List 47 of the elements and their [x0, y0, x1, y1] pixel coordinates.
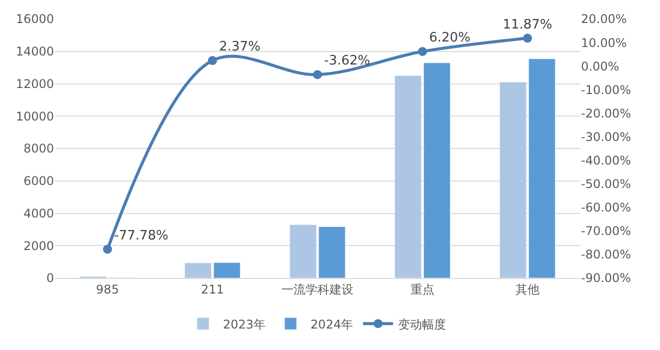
y2-tick-label: -80.00% — [581, 248, 632, 262]
bar — [213, 262, 240, 278]
data-label: -3.62% — [324, 54, 370, 69]
bar — [500, 82, 527, 278]
bar — [528, 58, 556, 278]
point — [523, 34, 532, 43]
x-tick-label: 211 — [201, 282, 224, 296]
y-tick-label: 8000 — [23, 142, 54, 156]
y-tick-label: 14000 — [16, 44, 54, 59]
data-label: 11.87% — [502, 17, 552, 32]
legend-label: 2023年 — [223, 317, 266, 332]
y2-tick-label: 20.00% — [581, 12, 627, 26]
y2-tick-label: -30.00% — [581, 130, 632, 144]
y2-tick-label: -20.00% — [581, 106, 632, 120]
y-tick-label: 6000 — [23, 174, 54, 188]
data-label: 2.37% — [219, 40, 260, 55]
point — [208, 56, 217, 66]
point — [313, 70, 322, 80]
y2-tick-label: -10.00% — [581, 82, 632, 97]
bar — [394, 75, 422, 278]
legend-label: 变动幅度 — [398, 317, 446, 332]
point — [103, 244, 112, 254]
bar — [318, 226, 346, 278]
data-label: 6.20% — [429, 30, 470, 46]
data-label: -77.78% — [114, 228, 168, 244]
legend-label: 2024年 — [310, 317, 354, 332]
bar — [290, 224, 317, 278]
y-tick-label: 12000 — [16, 76, 54, 91]
point — [418, 46, 427, 56]
bar — [423, 62, 450, 278]
y2-tick-label: -70.00% — [581, 224, 632, 238]
y-tick-label: 16000 — [16, 12, 54, 26]
y2-tick-label: 10.00% — [581, 36, 627, 50]
x-tick-label: 985 — [96, 282, 119, 296]
y-tick-label: 0 — [46, 271, 54, 286]
x-tick-label: 其他 — [516, 282, 540, 296]
y2-tick-label: 0.00% — [581, 59, 620, 74]
x-tick-label: 重点 — [410, 282, 434, 296]
x-tick-label: 一流学科建设 — [282, 282, 354, 296]
y2-tick-label: -50.00% — [581, 177, 632, 192]
bar — [184, 262, 212, 278]
y2-tick-label: -90.00% — [581, 271, 632, 286]
y2-tick-label: -60.00% — [581, 200, 632, 215]
y-tick-label: 2000 — [23, 238, 54, 253]
y2-tick-label: -40.00% — [581, 153, 632, 168]
y-tick-label: 4000 — [23, 206, 54, 220]
y-tick-label: 10000 — [16, 109, 54, 124]
